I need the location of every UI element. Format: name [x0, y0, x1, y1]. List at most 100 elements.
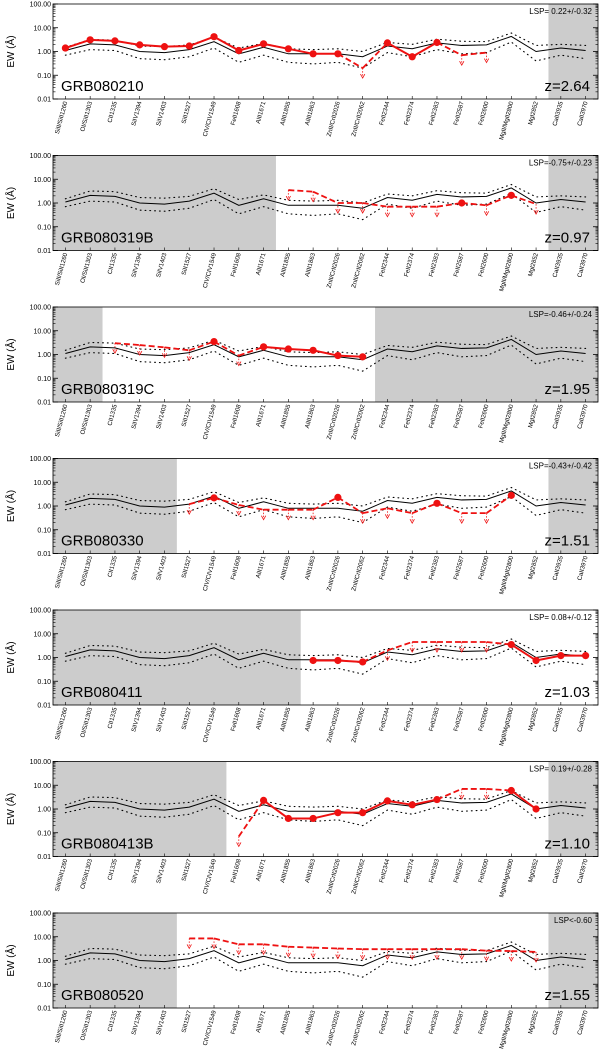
detection-segment [263, 42, 289, 50]
x-tick-label: SiII/SiII1260 [54, 555, 70, 590]
y-tick-label: 0.01 [37, 248, 51, 255]
y-tick-label: 0.10 [37, 830, 51, 837]
y-tick-label: 10.00 [33, 480, 51, 487]
detection-point [210, 337, 218, 346]
x-tick-label: FeII2344 [378, 555, 391, 581]
limit-segment [238, 799, 265, 837]
reference-mean-line [65, 944, 586, 967]
x-tick-label: SiII/SiII1260 [54, 100, 70, 135]
grb-name: GRB080330 [61, 533, 144, 550]
detection-segment [238, 42, 264, 52]
panel-4: 0.01 0.10 1.00 10.00 100.00 SiII/SiII1260 OI/S… [4, 456, 599, 595]
detection-point [185, 42, 193, 50]
x-tick-label: FeII2600 [477, 252, 490, 278]
upper-limit-arrowhead [236, 950, 242, 956]
x-tick-label: AlIII1855 [279, 706, 292, 732]
redshift-label: z=1.03 [545, 684, 590, 701]
detection-segment [337, 354, 363, 358]
detection-point [334, 351, 342, 360]
upper-limit-arrowhead [483, 211, 490, 217]
x-tick-label: MgII/MgII2800 [498, 252, 515, 293]
limit-segment [411, 502, 438, 514]
x-tick-label: AlII1671 [255, 100, 268, 124]
x-tick-label: AlIII1863 [304, 100, 317, 126]
y-axis-label: EW (Å) [4, 641, 17, 673]
x-tick-label: SiIV1394 [130, 706, 143, 733]
x-tick-label: SiII1527 [181, 555, 194, 579]
limit-segment [139, 344, 165, 349]
x-tick-label: FeII2374 [403, 100, 416, 126]
upper-limit-arrowhead [459, 60, 465, 67]
x-tick-label: FeII2600 [477, 555, 490, 581]
y-tick-label: 10.00 [33, 25, 51, 32]
x-tick-label: CII1335 [106, 706, 119, 729]
detection-point [210, 33, 218, 41]
detection-point [532, 656, 540, 665]
y-tick-label: 0.10 [37, 73, 51, 80]
y-tick-label: 100.00 [30, 305, 52, 312]
x-tick-label: ZnII/CrII2062 [350, 555, 366, 592]
y-tick-label: 0.01 [37, 854, 51, 861]
x-tick-label: FeII2383 [428, 100, 441, 126]
upper-limit-arrowhead [360, 518, 366, 524]
detection-segment [387, 799, 413, 806]
x-tick-label: FeII2600 [477, 706, 490, 732]
shaded-region [53, 155, 276, 251]
upper-limit-arrowhead [186, 509, 192, 515]
x-tick-label: ZnII/CrII2026 [326, 1009, 342, 1046]
upper-limit-arrowhead [533, 209, 539, 215]
limit-segment [486, 194, 512, 207]
x-tick-label: FeII2600 [477, 858, 490, 884]
detection-point [359, 353, 367, 361]
shaded-region [548, 761, 598, 857]
x-tick-label: SiII/SiII1260 [54, 706, 70, 741]
detection-segment [188, 35, 215, 47]
x-tick-label: CaII3970 [576, 555, 589, 582]
x-tick-label: FeII2587 [453, 403, 466, 429]
upper-limit-arrowhead [186, 356, 192, 362]
y-tick-label: 10.00 [33, 177, 51, 184]
x-tick-label: CII1335 [106, 1009, 119, 1032]
detection-point [136, 41, 144, 49]
x-tick-label: FeII1608 [230, 100, 243, 126]
x-tick-label: MgI2852 [527, 100, 540, 126]
x-tick-label: MgI2852 [527, 706, 540, 732]
detection-segment [411, 41, 438, 58]
limit-segment [213, 497, 240, 506]
detection-segment [213, 35, 240, 52]
limit-segment [188, 340, 215, 352]
detection-point [383, 797, 392, 805]
grb-name: GRB080319B [61, 230, 154, 247]
redshift-label: z=1.51 [545, 533, 590, 550]
detection-point [259, 40, 268, 48]
detection-point [61, 44, 69, 52]
detection-segment [411, 798, 438, 806]
reference-mean-line [65, 490, 586, 512]
panel-6: 0.01 0.10 1.00 10.00 100.00 SiII/SiII1260 OI/S… [4, 759, 599, 898]
x-tick-label: OI/SiII1303 [79, 706, 94, 738]
limit-segment [362, 202, 388, 208]
detection-point [210, 494, 218, 502]
x-tick-label: CIV/CIV1549 [202, 706, 218, 743]
limit-segment [436, 502, 463, 514]
detection-segment [114, 39, 140, 46]
y-axis-label: EW (Å) [4, 490, 17, 522]
x-tick-label: AlII1671 [255, 555, 268, 579]
y-tick-label: 10.00 [33, 934, 51, 941]
x-tick-label: MgII/MgII2800 [498, 403, 515, 444]
x-tick-label: FeII2344 [378, 100, 391, 126]
y-tick-label: 0.10 [37, 527, 51, 534]
x-tick-label: ZnII/CrII2062 [350, 252, 366, 289]
shaded-region [548, 155, 598, 251]
x-tick-label: CaII3935 [552, 555, 565, 582]
x-tick-label: ZnII/CrII2062 [350, 403, 366, 440]
x-tick-label: MgI2852 [527, 403, 540, 429]
x-tick-label: ZnII/CrII2062 [350, 706, 366, 743]
limit-segment [337, 947, 363, 951]
limit-segment [164, 346, 190, 352]
detection-point [458, 199, 466, 207]
upper-limit-arrowhead [409, 212, 415, 218]
limit-segment [436, 41, 463, 56]
grb-name: GRB080210 [61, 78, 144, 95]
limit-segment [313, 946, 338, 950]
